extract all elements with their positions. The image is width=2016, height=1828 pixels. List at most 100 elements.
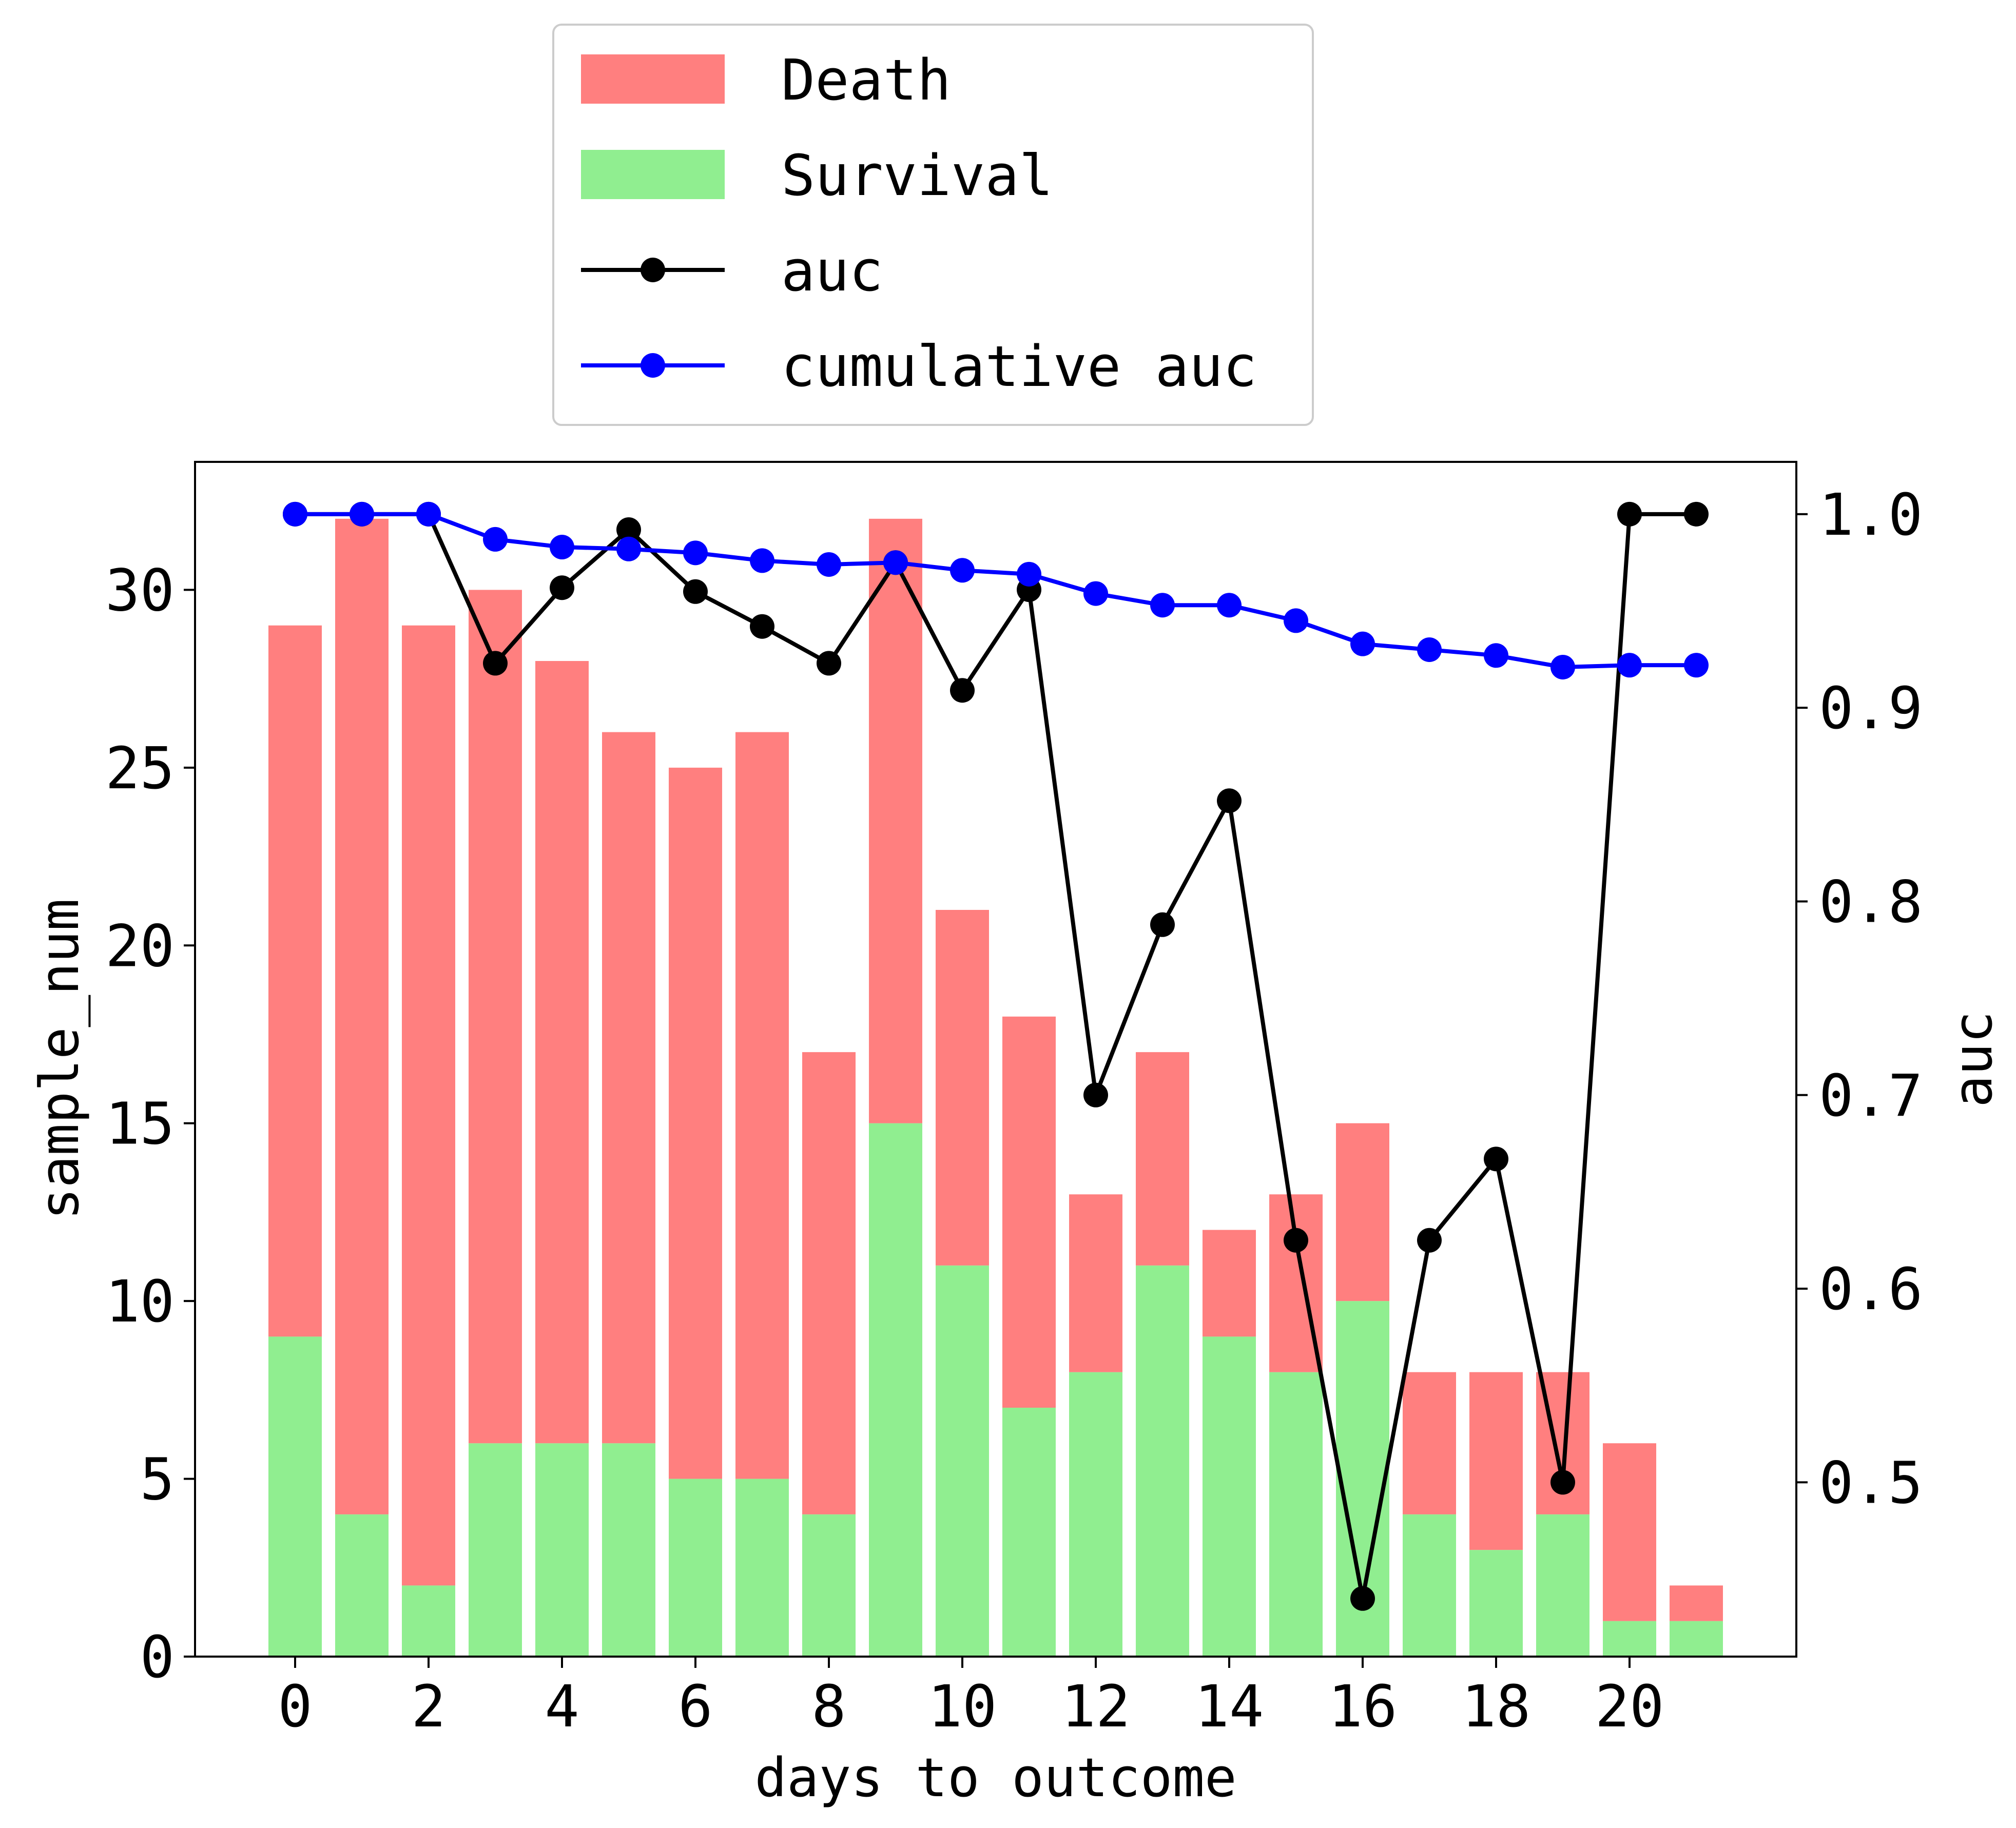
- bar-death-13: [1136, 1052, 1189, 1266]
- point-cumulative-auc-13: [1150, 593, 1175, 618]
- x-tick-label-12: 12: [1061, 1674, 1131, 1740]
- bar-death-8: [802, 1052, 856, 1514]
- bar-survival-2: [402, 1585, 455, 1657]
- bar-survival-12: [1069, 1372, 1122, 1657]
- legend-label-cumulative-auc: cumulative auc: [781, 334, 1257, 399]
- bar-survival-10: [936, 1265, 989, 1657]
- point-auc-21: [1684, 501, 1709, 527]
- bar-survival-9: [869, 1123, 922, 1657]
- point-cumulative-auc-0: [283, 501, 307, 527]
- bar-survival-1: [335, 1514, 389, 1657]
- bar-death-3: [469, 590, 522, 1444]
- legend-swatch-death: [581, 54, 725, 104]
- bar-death-5: [602, 732, 655, 1444]
- point-cumulative-auc-6: [683, 540, 708, 566]
- bar-survival-20: [1603, 1621, 1656, 1657]
- y2-tick-label-0: 0.5: [1819, 1450, 1923, 1516]
- point-auc-6: [683, 579, 708, 604]
- point-auc-4: [550, 575, 574, 600]
- point-auc-18: [1484, 1146, 1508, 1172]
- point-auc-10: [950, 678, 975, 703]
- legend-marker-cumulative-auc: [641, 353, 665, 378]
- point-auc-7: [750, 614, 774, 639]
- point-auc-20: [1617, 501, 1642, 527]
- bar-survival-18: [1469, 1550, 1523, 1657]
- point-cumulative-auc-19: [1550, 654, 1575, 679]
- point-auc-3: [483, 651, 508, 676]
- point-auc-5: [616, 517, 641, 542]
- bar-death-17: [1403, 1372, 1456, 1514]
- bar-survival-3: [469, 1443, 522, 1657]
- point-cumulative-auc-15: [1284, 608, 1308, 633]
- point-auc-19: [1550, 1470, 1575, 1495]
- point-cumulative-auc-10: [950, 558, 975, 583]
- bar-survival-19: [1536, 1514, 1589, 1657]
- bar-survival-7: [735, 1479, 789, 1657]
- legend-marker-auc: [641, 258, 665, 282]
- y-tick-label-5: 5: [140, 1447, 175, 1513]
- point-cumulative-auc-16: [1350, 631, 1375, 656]
- bar-death-21: [1670, 1585, 1723, 1621]
- bar-death-14: [1203, 1230, 1256, 1337]
- point-cumulative-auc-17: [1417, 637, 1442, 662]
- point-cumulative-auc-7: [750, 548, 774, 573]
- point-auc-17: [1417, 1228, 1442, 1253]
- bar-survival-0: [268, 1336, 322, 1657]
- x-tick-label-10: 10: [928, 1674, 997, 1740]
- y-tick-label-15: 15: [105, 1091, 175, 1158]
- axes-layer: 0 2 4 6 8 10 12 14 16 18 20 0 5 10 15 20 25 30 0.5 0.6 0.7 0.…: [105, 482, 1923, 1740]
- y-tick-label-0: 0: [140, 1624, 175, 1691]
- bar-death-1: [335, 518, 389, 1514]
- legend: Death Survival auc cumulative auc: [552, 24, 1314, 426]
- bar-survival-21: [1670, 1621, 1723, 1657]
- line-auc: [295, 512, 1696, 1601]
- legend-label-auc: auc: [781, 238, 883, 304]
- legend-label-survival: Survival: [781, 143, 1053, 208]
- x-tick-label-6: 6: [678, 1674, 712, 1740]
- bar-survival-5: [602, 1443, 655, 1657]
- bars-layer: [268, 518, 1723, 1657]
- x-tick-label-4: 4: [545, 1674, 579, 1740]
- x-tick-label-2: 2: [411, 1674, 445, 1740]
- bar-death-12: [1069, 1194, 1122, 1372]
- point-cumulative-auc-9: [883, 550, 908, 575]
- point-cumulative-auc-12: [1083, 581, 1108, 606]
- bar-survival-11: [1002, 1408, 1056, 1657]
- x-tick-label-0: 0: [278, 1674, 312, 1740]
- point-auc-16: [1350, 1586, 1375, 1611]
- x-tick-label-20: 20: [1595, 1674, 1664, 1740]
- legend-frame: [552, 24, 1314, 426]
- y2-tick-label-5: 1.0: [1819, 482, 1923, 549]
- y-tick-label-20: 20: [105, 913, 175, 980]
- y2-tick-label-1: 0.6: [1819, 1256, 1923, 1323]
- point-cumulative-auc-2: [416, 501, 441, 527]
- bar-survival-13: [1136, 1265, 1189, 1657]
- bar-death-6: [669, 767, 722, 1479]
- x-axis-label: days to outcome: [754, 1746, 1236, 1809]
- bar-death-18: [1469, 1372, 1523, 1550]
- point-auc-15: [1284, 1228, 1308, 1253]
- line-cumulative-auc: [295, 512, 1696, 669]
- point-cumulative-auc-11: [1017, 561, 1041, 587]
- point-cumulative-auc-20: [1617, 653, 1642, 678]
- y-axis-label: sample_num: [28, 899, 91, 1220]
- x-tick-label-8: 8: [811, 1674, 846, 1740]
- x-tick-label-18: 18: [1462, 1674, 1531, 1740]
- bar-death-0: [268, 625, 322, 1337]
- plot-frame: [194, 461, 1797, 1658]
- point-cumulative-auc-18: [1484, 643, 1508, 668]
- x-tick-label-16: 16: [1328, 1674, 1398, 1740]
- lines-layer: [283, 501, 1709, 1611]
- legend-swatch-survival: [581, 150, 725, 199]
- bar-survival-6: [669, 1479, 722, 1657]
- point-auc-14: [1217, 788, 1242, 813]
- bar-death-16: [1336, 1123, 1389, 1301]
- bar-survival-15: [1269, 1372, 1323, 1657]
- bar-survival-17: [1403, 1514, 1456, 1657]
- point-cumulative-auc-1: [350, 501, 374, 527]
- y2-tick-label-4: 0.9: [1819, 675, 1923, 742]
- bar-death-7: [735, 732, 789, 1479]
- y-tick-label-30: 30: [105, 557, 175, 624]
- point-cumulative-auc-3: [483, 527, 508, 552]
